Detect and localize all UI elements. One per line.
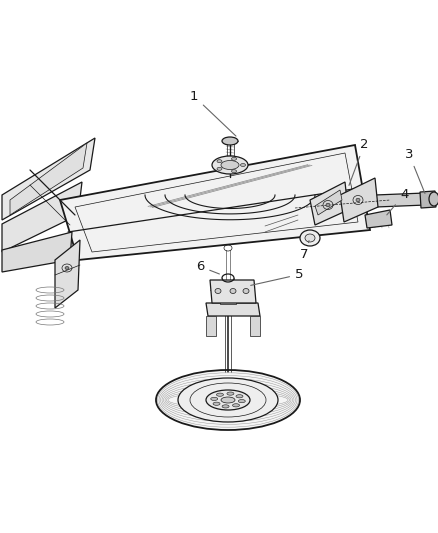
Ellipse shape [429,192,438,206]
Ellipse shape [326,203,330,207]
Ellipse shape [240,164,246,166]
Polygon shape [60,145,370,260]
Polygon shape [2,138,95,220]
Polygon shape [2,182,82,252]
Text: 7: 7 [300,240,309,261]
Ellipse shape [300,230,320,246]
Polygon shape [10,143,87,215]
Text: 4: 4 [387,188,408,215]
Polygon shape [375,193,426,207]
Ellipse shape [222,405,229,408]
Text: 1: 1 [190,90,236,136]
Text: 6: 6 [196,260,219,274]
Polygon shape [206,316,216,336]
Ellipse shape [211,397,218,400]
Text: 3: 3 [405,148,425,193]
Ellipse shape [206,390,250,410]
Polygon shape [210,280,256,303]
Polygon shape [220,294,236,304]
Polygon shape [315,190,342,215]
Ellipse shape [212,156,248,174]
Ellipse shape [233,403,240,407]
Ellipse shape [356,198,360,202]
Ellipse shape [232,157,237,160]
Ellipse shape [221,397,235,403]
Ellipse shape [221,160,239,169]
Ellipse shape [178,378,278,422]
Ellipse shape [217,160,222,163]
Ellipse shape [216,393,223,396]
Ellipse shape [305,234,315,242]
Polygon shape [250,316,260,336]
Ellipse shape [215,288,221,294]
Text: 2: 2 [349,138,368,185]
Ellipse shape [236,394,243,398]
Ellipse shape [243,288,249,294]
Ellipse shape [232,169,237,173]
Polygon shape [206,303,260,316]
Ellipse shape [222,137,238,145]
Ellipse shape [65,266,69,270]
Ellipse shape [238,400,245,403]
Polygon shape [420,191,436,208]
Ellipse shape [213,402,220,405]
Ellipse shape [217,167,222,171]
Ellipse shape [230,288,236,294]
Polygon shape [2,232,72,272]
Polygon shape [310,182,348,225]
Ellipse shape [156,370,300,430]
Text: 5: 5 [251,268,304,285]
Polygon shape [55,240,80,308]
Polygon shape [340,178,378,222]
Ellipse shape [227,392,234,395]
Polygon shape [365,210,392,228]
